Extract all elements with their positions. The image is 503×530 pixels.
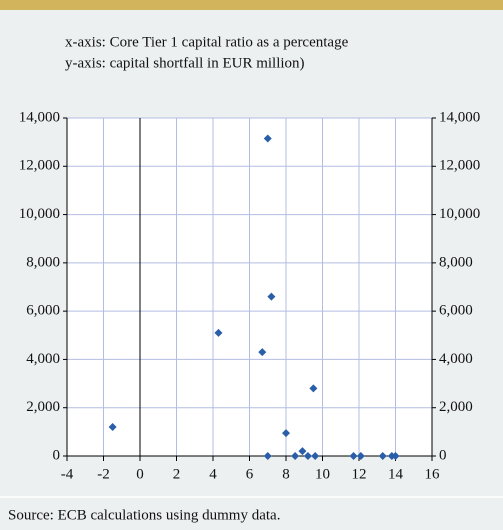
y-tick-label: 14,000 [19, 109, 60, 125]
point [298, 447, 307, 456]
x-tick-label: 12 [352, 466, 367, 482]
point [391, 452, 400, 460]
point [291, 452, 300, 460]
y2-tick-label: 2,000 [439, 399, 473, 415]
x-tick-label: 8 [282, 466, 290, 482]
point [303, 452, 312, 460]
y2-tick-label: 12,000 [439, 158, 480, 174]
point [349, 452, 358, 460]
x-tick-label: -2 [97, 466, 110, 482]
x-tick-label: 0 [136, 466, 144, 482]
point [378, 452, 387, 460]
y-tick-label: 6,000 [26, 303, 60, 319]
point [108, 423, 117, 432]
x-tick-label: -4 [61, 466, 74, 482]
point [263, 452, 272, 460]
y2-tick-label: 0 [439, 447, 447, 463]
point [267, 292, 276, 301]
y2-tick-label: 10,000 [439, 206, 480, 222]
y2-tick-label: 4,000 [439, 351, 473, 367]
point [258, 348, 267, 357]
y-tick-label: 4,000 [26, 351, 60, 367]
y-tick-label: 8,000 [26, 254, 60, 270]
y2-tick-label: 8,000 [439, 254, 473, 270]
x-tick-label: 6 [246, 466, 254, 482]
point [282, 429, 290, 438]
point [263, 134, 272, 143]
y-tick-label: 2,000 [26, 399, 60, 415]
point [311, 452, 320, 460]
y-tick-label: 10,000 [19, 206, 60, 222]
point [214, 328, 223, 337]
source: Source: ECB calculations using dummy dat… [8, 507, 280, 523]
x-tick-label: 16 [425, 466, 441, 482]
y-tick-label: 12,000 [19, 158, 60, 174]
subtitle: y-axis: capital shortfall in EUR million… [65, 55, 305, 71]
x-tick-label: 14 [388, 466, 404, 482]
y2-tick-label: 6,000 [439, 303, 473, 319]
subtitle: x-axis: Core Tier 1 capital ratio as a p… [65, 34, 349, 50]
header-bar [0, 0, 503, 10]
y-tick-label: 0 [53, 447, 61, 463]
point [309, 384, 318, 393]
x-tick-label: 10 [315, 466, 330, 482]
point [356, 452, 365, 460]
x-tick-label: 4 [209, 466, 217, 482]
x-tick-label: 2 [173, 466, 181, 482]
y2-tick-label: 14,000 [439, 109, 480, 125]
